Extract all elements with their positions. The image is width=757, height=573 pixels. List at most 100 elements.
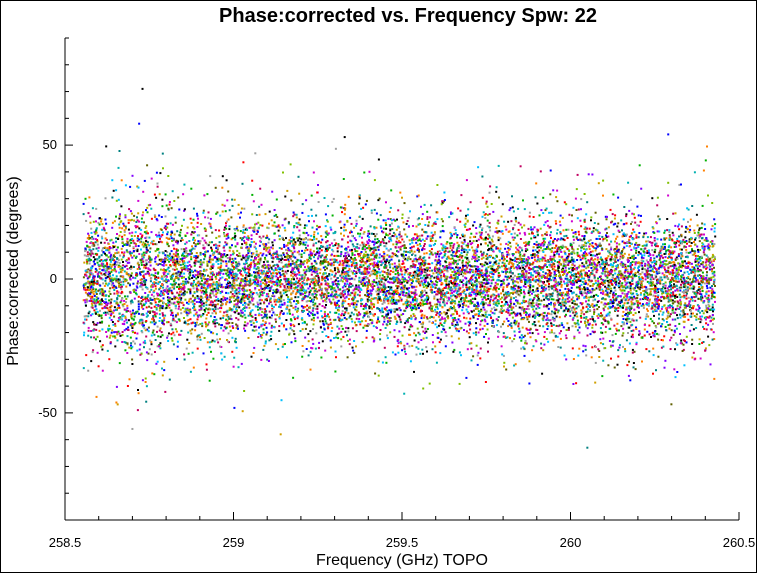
data-point xyxy=(209,217,212,220)
data-point xyxy=(586,264,589,267)
data-point xyxy=(455,297,458,300)
data-point xyxy=(651,282,654,285)
data-point xyxy=(294,274,297,277)
data-point xyxy=(699,233,702,236)
data-point xyxy=(358,270,361,273)
data-point xyxy=(517,207,520,210)
data-point xyxy=(236,325,239,328)
data-point xyxy=(664,287,667,290)
data-point xyxy=(223,226,226,229)
data-point xyxy=(350,261,353,264)
data-point xyxy=(301,203,304,206)
data-point xyxy=(477,258,480,261)
data-point xyxy=(99,301,102,304)
data-point xyxy=(359,252,362,255)
data-point xyxy=(316,308,319,310)
data-point xyxy=(594,279,597,282)
data-point xyxy=(459,266,462,269)
data-point xyxy=(167,340,170,342)
data-point xyxy=(378,197,381,200)
data-point xyxy=(513,223,516,226)
data-point xyxy=(218,257,221,260)
data-point xyxy=(206,279,208,282)
data-point xyxy=(692,312,694,315)
data-point xyxy=(344,300,347,303)
data-point xyxy=(189,217,192,220)
data-point xyxy=(369,258,371,261)
data-point xyxy=(629,296,632,299)
data-point xyxy=(476,246,479,249)
data-point xyxy=(709,279,712,281)
data-point xyxy=(695,264,698,267)
data-point xyxy=(502,259,505,262)
data-point xyxy=(482,306,485,309)
data-point xyxy=(637,267,640,270)
data-point xyxy=(531,274,534,277)
data-point xyxy=(528,277,531,280)
data-point xyxy=(176,286,179,288)
data-point xyxy=(118,264,120,267)
data-point xyxy=(595,304,598,307)
data-point xyxy=(578,264,581,267)
data-point xyxy=(454,323,457,326)
data-point xyxy=(377,290,380,293)
data-point xyxy=(104,311,107,314)
data-point xyxy=(356,267,359,270)
data-point xyxy=(592,230,595,233)
data-point xyxy=(145,385,148,388)
data-point xyxy=(309,257,312,260)
data-point xyxy=(554,259,556,262)
data-point xyxy=(468,248,471,251)
data-point xyxy=(516,268,519,271)
data-point xyxy=(167,238,170,240)
data-point xyxy=(417,223,420,226)
data-point xyxy=(200,285,203,288)
data-point xyxy=(605,259,608,262)
data-point xyxy=(463,329,465,331)
data-point xyxy=(113,289,116,291)
data-point xyxy=(463,297,466,300)
data-point xyxy=(200,287,203,289)
data-point xyxy=(320,249,323,252)
data-point xyxy=(644,278,647,281)
data-point xyxy=(584,345,587,348)
data-point xyxy=(666,306,669,309)
data-point xyxy=(434,345,437,348)
data-point xyxy=(95,228,98,231)
data-point xyxy=(580,198,583,201)
data-point xyxy=(260,334,262,337)
data-point xyxy=(96,258,99,261)
data-point xyxy=(571,302,574,304)
data-point xyxy=(624,350,627,353)
data-point xyxy=(331,288,334,291)
data-point xyxy=(571,263,574,266)
data-point xyxy=(573,314,576,317)
data-point xyxy=(629,289,632,292)
data-point xyxy=(404,271,407,274)
data-point xyxy=(179,258,182,261)
data-point xyxy=(85,255,88,258)
data-point xyxy=(309,368,312,371)
data-point xyxy=(184,320,187,323)
data-point xyxy=(426,218,429,220)
data-point xyxy=(275,213,278,216)
data-point xyxy=(379,214,382,217)
data-point xyxy=(534,294,537,297)
data-point xyxy=(91,304,94,307)
data-point xyxy=(495,246,498,248)
data-point xyxy=(476,289,479,292)
data-point xyxy=(112,286,115,289)
data-point xyxy=(271,224,274,227)
data-point xyxy=(237,261,240,264)
data-point xyxy=(264,342,267,345)
data-point xyxy=(350,222,353,225)
data-point xyxy=(443,294,446,296)
data-point xyxy=(130,254,132,257)
data-point xyxy=(249,245,252,248)
data-point xyxy=(399,296,402,299)
data-point xyxy=(632,228,635,231)
data-point xyxy=(332,298,335,301)
data-point xyxy=(698,257,701,260)
data-point xyxy=(281,224,284,227)
data-point xyxy=(603,270,606,273)
